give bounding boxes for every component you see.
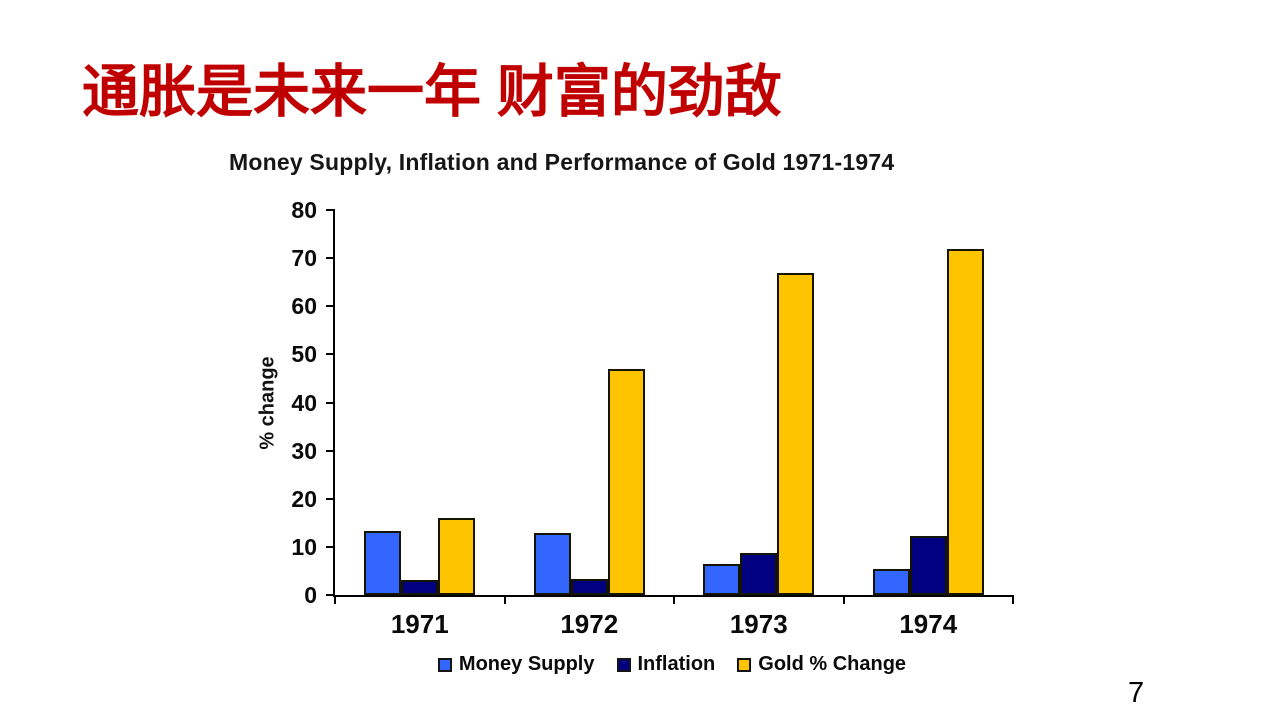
- bar-inflation-1971: [401, 579, 439, 595]
- plot-area: 0 10 20 30 40 50 60 70 80 1971 1972 1973 1974: [291, 197, 1014, 639]
- y-tick-label: 40: [291, 389, 317, 416]
- legend-item-money-supply: Money Supply: [437, 653, 595, 676]
- legend-label-money-supply: Money Supply: [458, 653, 595, 675]
- bar-money-supply-1974: [872, 569, 910, 595]
- bar-inflation-1973: [740, 553, 778, 595]
- chart-title: Money Supply, Inflation and Performance …: [229, 149, 895, 175]
- y-tick: [326, 401, 335, 404]
- legend-label-inflation: Inflation: [637, 653, 716, 675]
- y-tick-label: 50: [291, 341, 317, 368]
- page-number: 7: [1128, 677, 1145, 709]
- y-tick-label: 70: [291, 245, 317, 272]
- y-tick: [326, 449, 335, 452]
- bar-inflation-1974: [909, 535, 947, 595]
- legend-label-gold-change: Gold % Change: [758, 653, 907, 675]
- y-tick: [326, 497, 335, 500]
- x-axis-label-1972: 1972: [560, 609, 619, 639]
- x-tick: [1012, 595, 1014, 604]
- y-tick-label: 80: [291, 197, 317, 223]
- bar-gold-change-1974: [946, 248, 984, 595]
- bar-gold-change-1971: [438, 518, 476, 595]
- y-tick-label: 20: [291, 485, 317, 512]
- y-tick-label: 10: [291, 533, 317, 560]
- bar-money-supply-1971: [364, 530, 402, 595]
- y-tick: [326, 257, 335, 260]
- legend-swatch-inflation: [616, 657, 631, 672]
- slide-title: 通胀是未来一年 财富的劲敌: [82, 60, 782, 124]
- bar-gold-change-1972: [607, 368, 645, 595]
- y-tick-label: 0: [304, 582, 317, 608]
- y-tick: [326, 545, 335, 548]
- x-tick: [842, 595, 845, 604]
- bar-money-supply-1973: [703, 563, 741, 595]
- y-tick-label: 30: [291, 437, 317, 464]
- chart-legend: Money Supply Inflation Gold % Change: [333, 653, 1011, 676]
- legend-item-gold-change: Gold % Change: [737, 653, 906, 676]
- y-tick-label: 60: [291, 293, 317, 320]
- x-tick: [673, 595, 675, 604]
- bar-gold-change-1973: [777, 272, 815, 595]
- x-axis-label-1973: 1973: [729, 609, 788, 639]
- y-tick: [326, 305, 335, 308]
- legend-swatch-money-supply: [437, 657, 452, 672]
- y-tick: [326, 594, 335, 596]
- x-tick: [503, 595, 506, 604]
- bar-money-supply-1972: [533, 532, 571, 595]
- y-tick: [326, 353, 335, 356]
- x-axis-label-1974: 1974: [899, 609, 958, 639]
- x-axis-label-1971: 1971: [390, 609, 449, 639]
- y-tick: [326, 209, 335, 211]
- bar-inflation-1972: [570, 578, 608, 595]
- x-tick: [334, 595, 336, 604]
- legend-item-inflation: Inflation: [616, 653, 716, 676]
- legend-swatch-gold-change: [737, 657, 752, 672]
